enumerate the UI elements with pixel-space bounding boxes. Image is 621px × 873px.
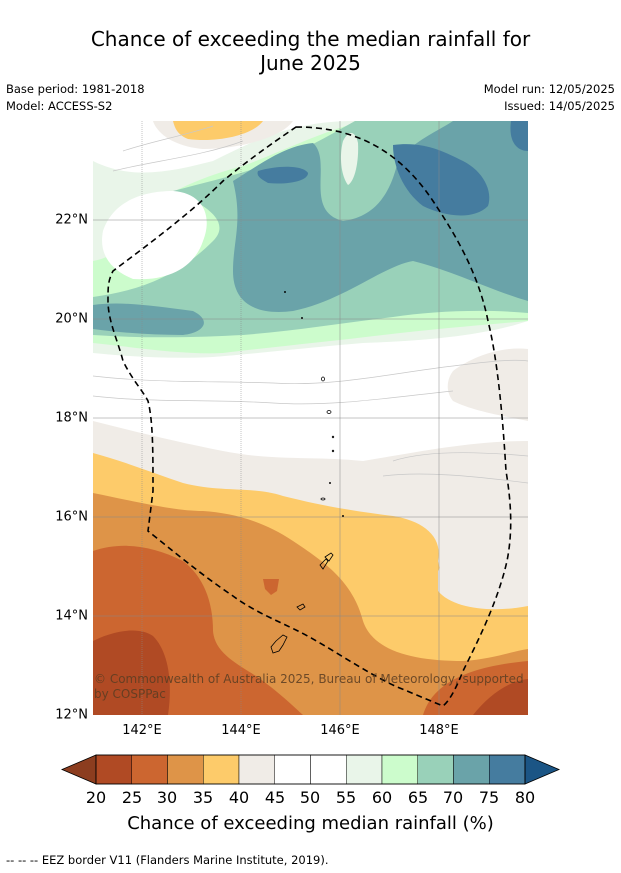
island-tinian xyxy=(319,558,329,570)
legend-cell xyxy=(167,754,204,785)
base-period-text: Base period: 1981-2018 xyxy=(6,82,145,96)
lat-label-18n: 18°N xyxy=(55,410,88,426)
island-saipan xyxy=(324,552,334,562)
legend-tick: 80 xyxy=(514,788,536,807)
contour-45-east xyxy=(447,348,528,421)
meta-left: Base period: 1981-2018 Model: ACCESS-S2 xyxy=(6,81,145,115)
map-title-line1: Chance of exceeding the median rainfall … xyxy=(90,27,531,51)
eez-border xyxy=(107,126,512,707)
map-title-line2: June 2025 xyxy=(260,51,361,75)
legend-tick: 55 xyxy=(335,788,357,807)
legend-tick: 65 xyxy=(407,788,429,807)
island-rota xyxy=(296,603,306,611)
islands xyxy=(270,290,344,654)
island-uracas xyxy=(283,290,286,293)
model-run-text: Model run: 12/05/2025 xyxy=(483,82,615,96)
issued-text: Issued: 14/05/2025 xyxy=(504,99,615,113)
legend-cell xyxy=(381,754,418,785)
legend-cell xyxy=(417,754,454,785)
island-farallon xyxy=(341,514,344,517)
legend-tick: 30 xyxy=(156,788,178,807)
map-gridlines xyxy=(93,121,528,715)
lat-label-12n: 12°N xyxy=(55,707,88,723)
legend-tick: 50 xyxy=(299,788,321,807)
contour-80-north-c xyxy=(510,121,528,151)
legend-tick: 60 xyxy=(371,788,393,807)
legend-cell xyxy=(453,754,490,785)
lat-label-14n: 14°N xyxy=(55,608,88,624)
island-sarigan xyxy=(328,481,331,484)
rainfall-map xyxy=(93,121,528,715)
legend-colorbar xyxy=(60,754,561,785)
legend-cell xyxy=(274,754,311,785)
contour-80-north-a xyxy=(393,144,490,216)
island-guam xyxy=(270,634,288,654)
lon-label-148e: 148°E xyxy=(419,723,459,738)
legend-cell xyxy=(203,754,240,785)
lat-label-20n: 20°N xyxy=(55,311,88,327)
eez-footnote: -- -- -- EEZ border V11 (Flanders Marine… xyxy=(6,853,329,867)
legend-tick: 25 xyxy=(121,788,143,807)
island-pagan xyxy=(326,410,332,414)
contour-75-west xyxy=(93,303,204,335)
rainfall-map-svg xyxy=(93,121,528,715)
legend-arrow-low xyxy=(60,754,97,785)
lat-label-16n: 16°N xyxy=(55,509,88,525)
lon-label-146e: 146°E xyxy=(320,723,360,738)
contour-30-patch xyxy=(263,579,279,595)
island-maug xyxy=(300,316,303,319)
legend-title: Chance of exceeding median rainfall (%) xyxy=(127,813,494,834)
legend-cell xyxy=(95,754,132,785)
map-title: Chance of exceeding the median rainfall … xyxy=(0,27,621,75)
neutral-contour-lines xyxy=(93,125,528,484)
legend-tick: 70 xyxy=(442,788,464,807)
contour-25-southeast xyxy=(473,679,528,715)
legend-tick: 35 xyxy=(192,788,214,807)
legend-tick: 40 xyxy=(228,788,250,807)
legend-cell xyxy=(489,754,526,785)
copyright-note: © Commonwealth of Australia 2025, Bureau… xyxy=(94,672,524,701)
legend-tick: 75 xyxy=(478,788,500,807)
legend-cell xyxy=(346,754,383,785)
island-anatahan xyxy=(320,497,326,501)
legend-tick: 45 xyxy=(264,788,286,807)
model-text: Model: ACCESS-S2 xyxy=(6,99,113,113)
island-alamagan xyxy=(331,449,335,453)
contour-25-southwest xyxy=(93,630,170,715)
legend-cell xyxy=(131,754,168,785)
legend-frame xyxy=(95,754,526,785)
lat-label-22n: 22°N xyxy=(55,212,88,228)
legend-tick: 20 xyxy=(85,788,107,807)
contour-45-southeast-patch xyxy=(438,531,528,610)
island-agrihan xyxy=(331,435,335,439)
legend-cell xyxy=(310,754,347,785)
legend-arrow-high xyxy=(524,754,561,785)
meta-right: Model run: 12/05/2025 Issued: 14/05/2025 xyxy=(484,81,615,115)
legend-cell xyxy=(238,754,275,785)
contour-60-peak xyxy=(340,133,359,185)
contour-60-northwest-white xyxy=(102,191,207,280)
lon-label-144e: 144°E xyxy=(221,723,261,738)
island-asuncion xyxy=(321,376,325,382)
legend-cells xyxy=(60,754,561,785)
contour-40-top xyxy=(173,121,263,141)
lon-label-142e: 142°E xyxy=(122,723,162,738)
contour-80-north-b xyxy=(257,166,308,184)
